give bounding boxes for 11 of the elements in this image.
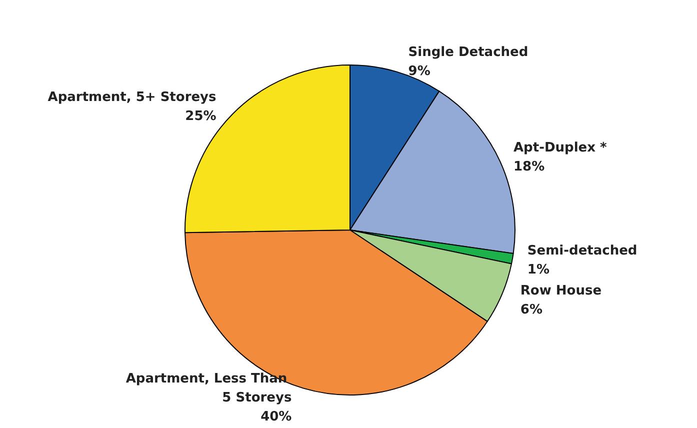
data-label: 25% (185, 109, 216, 124)
data-label: 18% (513, 159, 545, 174)
slice-label: Apt-Duplex * (513, 140, 608, 156)
data-label: 40% (260, 409, 292, 424)
slice-label: Single Detached (408, 45, 528, 60)
slice-label: Row House (520, 283, 602, 298)
data-label: 9% (408, 64, 430, 80)
slice-label: Apartment, 5+ Storeys (48, 90, 217, 106)
slice-label: Semi-detached (527, 243, 638, 258)
data-label: 6% (520, 302, 542, 318)
data-label: 1% (527, 262, 550, 278)
